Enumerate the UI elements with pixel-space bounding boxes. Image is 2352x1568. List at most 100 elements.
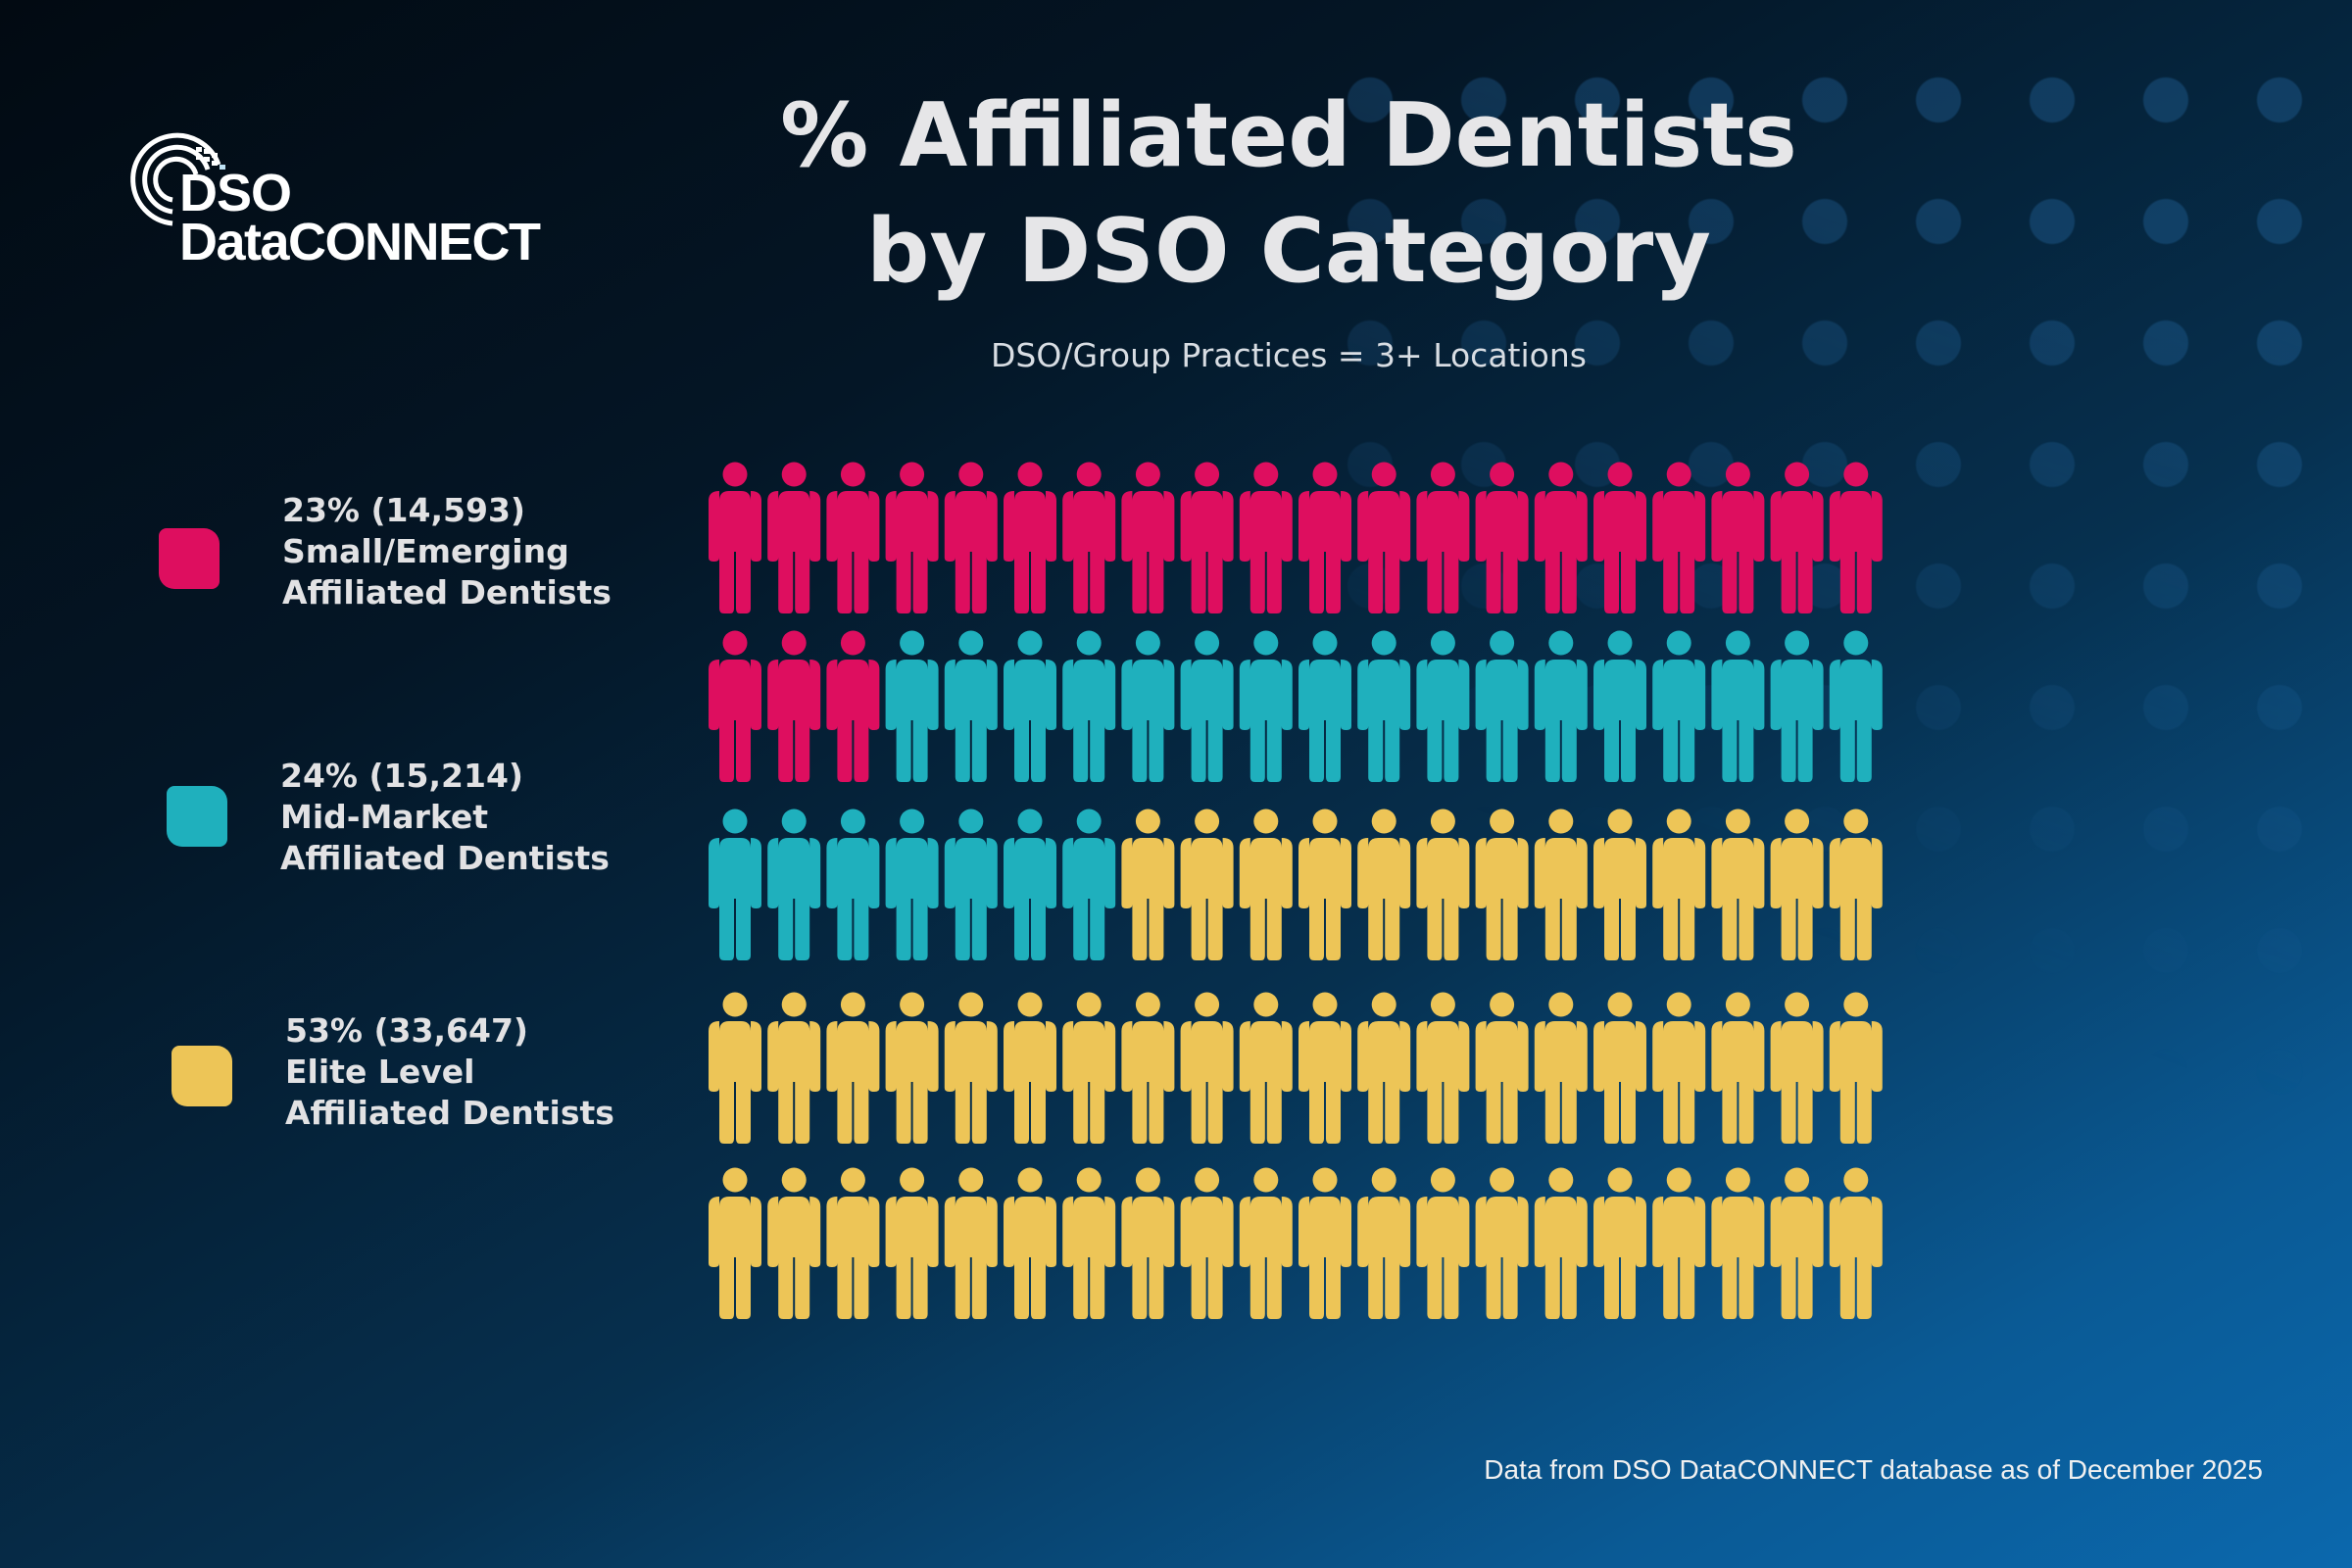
person-icon bbox=[885, 630, 939, 782]
person-icon bbox=[1711, 630, 1765, 782]
person-icon bbox=[767, 992, 821, 1144]
person-icon bbox=[1652, 992, 1706, 1144]
person-icon bbox=[1298, 808, 1351, 960]
legend-stat: 24% (15,214) bbox=[280, 757, 523, 795]
person-icon bbox=[1357, 462, 1411, 613]
person-icon bbox=[1357, 1167, 1411, 1319]
person-icon bbox=[1004, 992, 1056, 1144]
person-icon bbox=[767, 808, 821, 960]
legend-swatch-teal bbox=[167, 786, 227, 847]
person-icon bbox=[709, 630, 761, 782]
person-icon bbox=[1180, 1167, 1234, 1319]
person-icon bbox=[944, 1167, 998, 1319]
person-icon bbox=[1121, 630, 1175, 782]
person-icon bbox=[709, 808, 761, 960]
person-icon bbox=[1357, 808, 1411, 960]
person-icon bbox=[709, 1167, 761, 1319]
person-icon bbox=[1652, 808, 1706, 960]
person-icon bbox=[1121, 462, 1175, 613]
person-icon bbox=[1475, 992, 1529, 1144]
person-icon bbox=[1829, 462, 1883, 613]
person-icon bbox=[1416, 808, 1470, 960]
person-icon bbox=[1004, 630, 1056, 782]
person-icon bbox=[826, 992, 880, 1144]
person-icon bbox=[1475, 1167, 1529, 1319]
person-icon bbox=[1593, 992, 1646, 1144]
person-icon bbox=[944, 992, 998, 1144]
person-icon bbox=[1416, 630, 1470, 782]
person-icon bbox=[1298, 992, 1351, 1144]
logo-text-dso: DSO bbox=[179, 164, 292, 222]
person-icon bbox=[1534, 992, 1588, 1144]
person-icon bbox=[1770, 992, 1824, 1144]
person-icon bbox=[1062, 1167, 1116, 1319]
person-icon bbox=[944, 808, 998, 960]
person-icon bbox=[767, 1167, 821, 1319]
person-icon bbox=[826, 462, 880, 613]
legend-label: Affiliated Dentists bbox=[282, 573, 612, 612]
person-icon bbox=[1711, 808, 1765, 960]
legend-stat: 23% (14,593) bbox=[282, 491, 525, 529]
person-icon bbox=[885, 462, 939, 613]
person-icon bbox=[1534, 808, 1588, 960]
person-icon bbox=[1062, 992, 1116, 1144]
person-icon bbox=[1298, 1167, 1351, 1319]
person-icon bbox=[1534, 630, 1588, 782]
person-icon bbox=[1652, 462, 1706, 613]
person-icon bbox=[1534, 462, 1588, 613]
person-icon bbox=[826, 808, 880, 960]
person-icon bbox=[1180, 808, 1234, 960]
person-icon bbox=[1593, 1167, 1646, 1319]
person-icon bbox=[1652, 630, 1706, 782]
person-icon bbox=[1357, 992, 1411, 1144]
person-icon bbox=[1004, 808, 1056, 960]
person-icon bbox=[826, 1167, 880, 1319]
pictogram-grid bbox=[709, 462, 1883, 1319]
person-icon bbox=[1004, 462, 1056, 613]
person-icon bbox=[1711, 462, 1765, 613]
person-icon bbox=[1593, 630, 1646, 782]
background-dot-pattern bbox=[1313, 39, 2332, 1117]
person-icon bbox=[1121, 992, 1175, 1144]
title-line-2: by DSO Category bbox=[866, 200, 1711, 303]
person-icon bbox=[1416, 992, 1470, 1144]
person-icon bbox=[1829, 630, 1883, 782]
person-icon bbox=[1180, 630, 1234, 782]
person-icon bbox=[709, 462, 761, 613]
person-icon bbox=[1770, 462, 1824, 613]
person-icon bbox=[1298, 462, 1351, 613]
person-icon bbox=[1121, 1167, 1175, 1319]
person-icon bbox=[1298, 630, 1351, 782]
person-icon bbox=[1062, 462, 1116, 613]
legend-label: Mid-Market bbox=[280, 798, 489, 836]
logo-text-dataconnect: DataCONNECT bbox=[179, 213, 541, 271]
person-icon bbox=[1239, 630, 1293, 782]
legend-label: Affiliated Dentists bbox=[280, 839, 610, 877]
legend-swatch-yellow bbox=[172, 1046, 232, 1106]
subtitle: DSO/Group Practices = 3+ Locations bbox=[991, 336, 1587, 374]
logo-arc-icon bbox=[130, 132, 225, 226]
title-line-1: % Affiliated Dentists bbox=[780, 84, 1797, 187]
person-icon bbox=[1416, 1167, 1470, 1319]
person-icon bbox=[1180, 462, 1234, 613]
person-icon bbox=[1239, 808, 1293, 960]
person-icon bbox=[1239, 992, 1293, 1144]
person-icon bbox=[1416, 462, 1470, 613]
person-icon bbox=[885, 808, 939, 960]
legend-label: Small/Emerging bbox=[282, 532, 569, 570]
person-icon bbox=[1062, 630, 1116, 782]
person-icon bbox=[1004, 1167, 1056, 1319]
person-icon bbox=[1062, 808, 1116, 960]
person-icon bbox=[767, 630, 821, 782]
person-icon bbox=[1711, 1167, 1765, 1319]
person-icon bbox=[885, 1167, 939, 1319]
person-icon bbox=[1475, 808, 1529, 960]
person-icon bbox=[1239, 462, 1293, 613]
person-icon bbox=[1357, 630, 1411, 782]
person-icon bbox=[1593, 808, 1646, 960]
dso-dataconnect-logo: DSO DataCONNECT bbox=[125, 125, 576, 272]
person-icon bbox=[944, 462, 998, 613]
person-icon bbox=[1829, 1167, 1883, 1319]
person-icon bbox=[1652, 1167, 1706, 1319]
person-icon bbox=[1180, 992, 1234, 1144]
